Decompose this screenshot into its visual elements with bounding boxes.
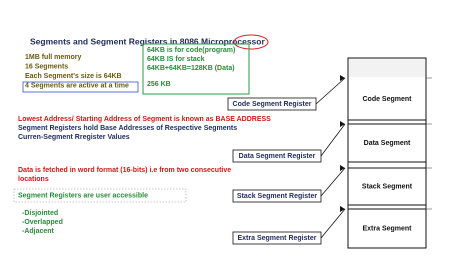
free-space <box>349 59 425 77</box>
access-note: Segment Registers are user accessible <box>18 192 148 199</box>
segment-label: Data Segment <box>364 140 411 147</box>
size-line: 64KB IS for stack <box>147 56 205 63</box>
memory <box>347 57 427 249</box>
fact: 4 Segments are active at a time <box>25 82 129 89</box>
segment-label: Code Segment <box>362 96 412 103</box>
highlight-circle <box>233 34 269 50</box>
title: Segments and Segment Registers in 8086 M… <box>30 36 265 46</box>
arrow <box>320 123 346 157</box>
highlight-box <box>22 81 139 93</box>
register-label: Code Segment Register <box>233 101 312 108</box>
arrangement: -Overlapped <box>22 219 63 226</box>
base-note: Segment Registers hold Base Addresses of… <box>18 125 237 132</box>
memory-column <box>347 57 427 249</box>
arrow <box>315 77 346 105</box>
fetch-note: Data is fetched in word format (16-bits)… <box>18 167 231 174</box>
register-label: Stack Segment Register <box>237 193 317 200</box>
register-label: Extra Segment Register <box>238 235 317 242</box>
arrow-head <box>340 206 345 212</box>
arrow-head <box>340 165 345 171</box>
sizes-box <box>142 43 250 95</box>
arrangement: -Adjacent <box>22 228 55 235</box>
arrow-head <box>340 121 345 127</box>
size-line: 64KB is for code(program) <box>147 47 235 54</box>
fetch-note: locations <box>18 176 49 183</box>
access-box <box>13 188 187 203</box>
fact: Each Segment's size is 64KB <box>25 73 122 80</box>
segment-label: Stack Segment <box>362 183 413 190</box>
arrow <box>320 167 346 197</box>
base-note: Lowest Address/ Starting Address of Segm… <box>18 116 271 123</box>
size-line: 256 KB <box>147 81 171 88</box>
arrangement: -Disjointed <box>22 210 58 217</box>
size-line: 64KB+64KB=128KB (Data) <box>147 65 235 72</box>
arrow <box>320 208 346 239</box>
base-note: Curren-Segment Rregister Values <box>18 134 130 141</box>
segment-label: Extra Segment <box>362 225 412 232</box>
register-label: Data Segment Register <box>239 153 316 160</box>
fact: 16 Segments <box>25 63 68 70</box>
arrow-head <box>340 75 345 81</box>
fact: 1MB full memory <box>25 54 82 61</box>
